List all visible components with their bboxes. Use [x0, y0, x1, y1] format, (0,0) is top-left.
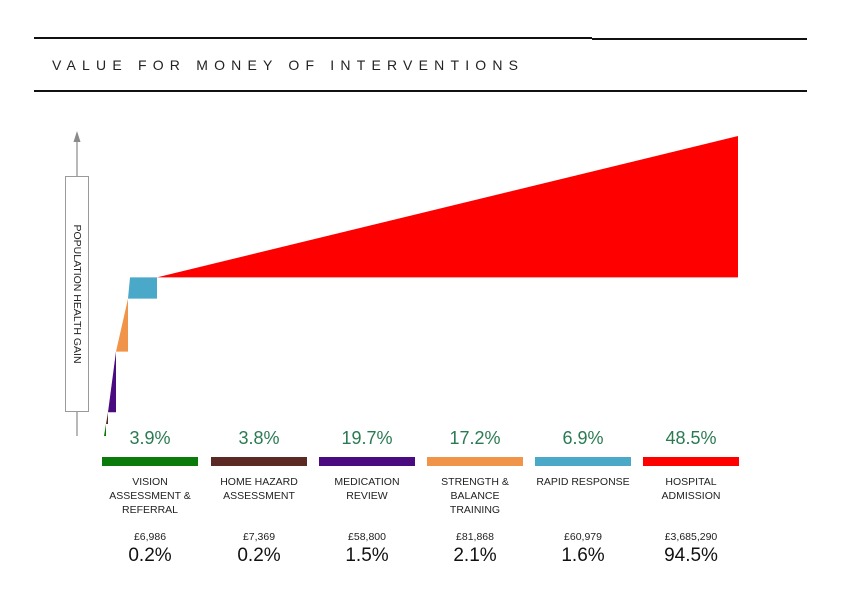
area-segment — [116, 298, 128, 352]
cost-label: £3,685,290 — [664, 531, 718, 543]
cost-label: £7,369 — [242, 531, 276, 543]
cost-share-label: 0.2% — [237, 545, 281, 566]
cost-label: £81,868 — [456, 531, 494, 543]
health-gain-label: 19.7% — [341, 428, 393, 448]
legend-swatch — [211, 457, 307, 466]
top-rule-right — [592, 38, 807, 40]
y-axis-label-box — [65, 176, 89, 412]
y-axis-label: POPULATION HEALTH GAIN — [71, 224, 83, 364]
cost-share-label: 2.1% — [453, 545, 497, 566]
health-gain-label: 3.9% — [129, 428, 171, 448]
cost-label: £58,800 — [348, 531, 386, 543]
intervention-label: STRENGTH & BALANCE TRAINING — [441, 476, 509, 516]
intervention-label: HOME HAZARD ASSESSMENT — [220, 476, 298, 502]
cost-label: £60,979 — [564, 531, 602, 543]
legend-swatch — [319, 457, 415, 466]
health-gain-label: 6.9% — [562, 428, 604, 448]
cost-share-label: 0.2% — [128, 545, 172, 566]
area-segment — [106, 412, 108, 424]
title-underline — [34, 90, 807, 92]
y-axis-arrow — [73, 131, 81, 142]
area-segment — [108, 351, 116, 413]
health-gain-label: 17.2% — [449, 428, 501, 448]
intervention-label: HOSPITAL ADMISSION — [661, 476, 721, 502]
cost-share-label: 94.5% — [664, 545, 718, 566]
area-segment — [128, 277, 157, 299]
health-gain-label: 48.5% — [665, 428, 717, 448]
legend-swatch — [535, 457, 631, 466]
intervention-label: RAPID RESPONSE — [536, 476, 630, 488]
cost-share-label: 1.5% — [345, 545, 389, 566]
area-segment — [157, 136, 738, 278]
legend-swatch — [427, 457, 523, 466]
intervention-label: MEDICATION REVIEW — [334, 476, 400, 502]
area-plot — [104, 136, 738, 436]
top-rule-left — [34, 37, 592, 39]
area-segment — [104, 423, 106, 436]
intervention-label: VISION ASSESSMENT & REFERRAL — [109, 476, 191, 516]
cost-label: £6,986 — [133, 531, 167, 543]
cost-share-label: 1.6% — [561, 545, 605, 566]
legend-swatch — [102, 457, 198, 466]
chart-title: VALUE FOR MONEY OF INTERVENTIONS — [52, 57, 525, 73]
health-gain-label: 3.8% — [238, 428, 280, 448]
legend-swatch — [643, 457, 739, 466]
